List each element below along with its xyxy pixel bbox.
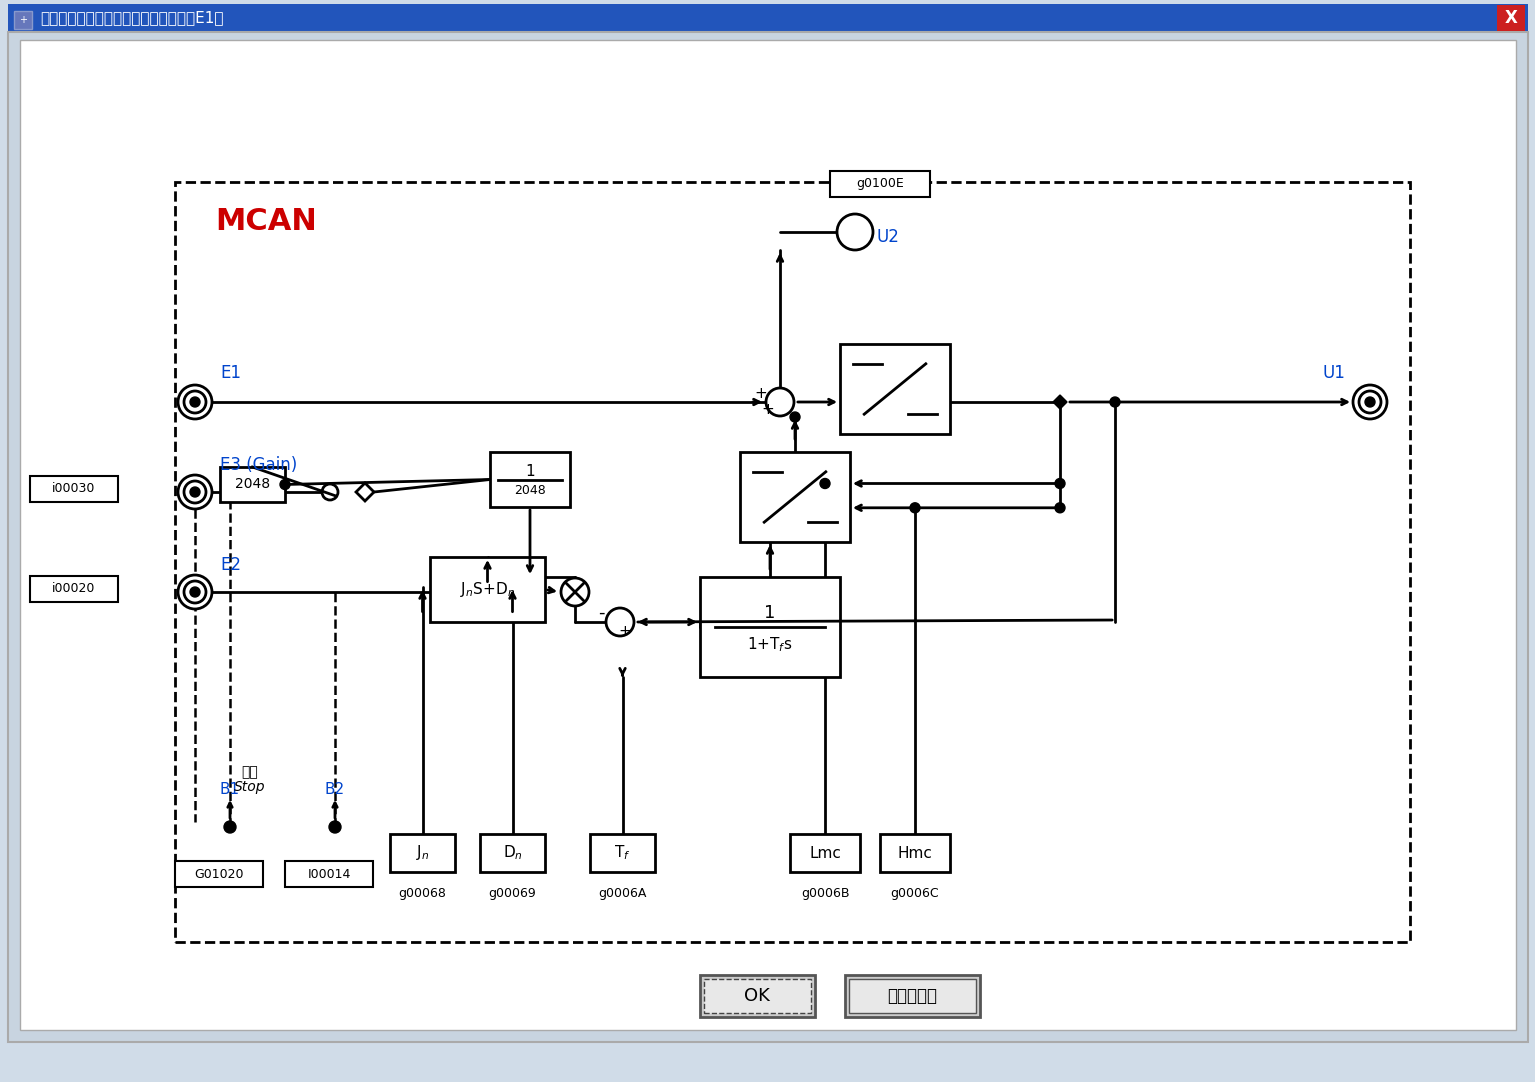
Circle shape bbox=[820, 478, 830, 488]
Text: E2: E2 bbox=[220, 556, 241, 573]
Text: E3 (Gain): E3 (Gain) bbox=[220, 456, 298, 474]
Text: U1: U1 bbox=[1322, 364, 1345, 382]
Text: D$_n$: D$_n$ bbox=[502, 844, 522, 862]
Text: g0006A: g0006A bbox=[599, 887, 646, 900]
Text: キャンセル: キャンセル bbox=[887, 987, 936, 1005]
Bar bbox=[480, 834, 545, 872]
Circle shape bbox=[184, 391, 206, 413]
Bar bbox=[175, 861, 262, 887]
Text: Lmc: Lmc bbox=[809, 845, 841, 860]
Polygon shape bbox=[1053, 395, 1067, 409]
Bar bbox=[705, 979, 810, 1013]
Circle shape bbox=[1055, 503, 1065, 513]
Text: J$_n$: J$_n$ bbox=[416, 844, 430, 862]
Text: X: X bbox=[1504, 9, 1518, 27]
Bar bbox=[490, 452, 569, 507]
Bar bbox=[791, 834, 860, 872]
Circle shape bbox=[178, 475, 212, 509]
Bar bbox=[1497, 5, 1524, 31]
Text: MCAN: MCAN bbox=[215, 208, 316, 237]
Circle shape bbox=[1055, 478, 1065, 488]
Text: モータ慣性キャンセレーション（入力E1）: モータ慣性キャンセレーション（入力E1） bbox=[40, 11, 224, 26]
Circle shape bbox=[322, 484, 338, 500]
Bar bbox=[390, 834, 454, 872]
Circle shape bbox=[184, 581, 206, 603]
Text: +: + bbox=[18, 15, 28, 25]
Bar bbox=[840, 344, 950, 434]
Circle shape bbox=[190, 397, 200, 407]
Circle shape bbox=[910, 503, 919, 513]
Text: B2: B2 bbox=[325, 781, 345, 796]
Text: +: + bbox=[761, 403, 774, 418]
Circle shape bbox=[190, 487, 200, 497]
Text: i00030: i00030 bbox=[52, 483, 95, 496]
Bar bbox=[830, 171, 930, 197]
Bar bbox=[880, 834, 950, 872]
Text: U2: U2 bbox=[876, 228, 900, 246]
Bar bbox=[430, 557, 545, 622]
Text: g0100E: g0100E bbox=[857, 177, 904, 190]
Text: g00068: g00068 bbox=[399, 887, 447, 900]
Circle shape bbox=[837, 214, 873, 250]
Circle shape bbox=[279, 479, 290, 489]
Circle shape bbox=[184, 481, 206, 503]
Circle shape bbox=[178, 575, 212, 609]
Text: g00069: g00069 bbox=[488, 887, 536, 900]
Text: E1: E1 bbox=[220, 364, 241, 382]
Bar bbox=[700, 577, 840, 677]
Text: 2048: 2048 bbox=[235, 477, 270, 491]
Text: 1: 1 bbox=[764, 604, 775, 622]
Text: i00020: i00020 bbox=[52, 582, 95, 595]
Text: +: + bbox=[755, 385, 768, 400]
Bar bbox=[740, 452, 850, 542]
Text: J$_n$S+D$_n$: J$_n$S+D$_n$ bbox=[460, 580, 516, 599]
Text: 2048: 2048 bbox=[514, 484, 546, 497]
Bar bbox=[14, 11, 32, 29]
Bar bbox=[589, 834, 655, 872]
Circle shape bbox=[1352, 385, 1388, 419]
Text: +: + bbox=[619, 624, 631, 639]
Text: G01020: G01020 bbox=[195, 868, 244, 881]
Bar bbox=[175, 182, 1411, 942]
Bar bbox=[286, 861, 373, 887]
Circle shape bbox=[224, 821, 236, 833]
Circle shape bbox=[1365, 397, 1375, 407]
Bar bbox=[8, 4, 1527, 32]
Circle shape bbox=[328, 821, 341, 833]
Text: 1+T$_f$s: 1+T$_f$s bbox=[748, 635, 792, 655]
Circle shape bbox=[766, 388, 794, 415]
Text: g0006C: g0006C bbox=[890, 887, 939, 900]
Circle shape bbox=[1358, 391, 1382, 413]
Text: Stop: Stop bbox=[235, 780, 266, 794]
Circle shape bbox=[791, 412, 800, 422]
Circle shape bbox=[606, 608, 634, 636]
Text: Hmc: Hmc bbox=[898, 845, 932, 860]
Bar bbox=[849, 979, 976, 1013]
Circle shape bbox=[560, 578, 589, 606]
Bar bbox=[844, 975, 979, 1017]
Bar bbox=[31, 476, 118, 502]
Bar bbox=[220, 467, 286, 502]
Circle shape bbox=[178, 385, 212, 419]
Text: T$_f$: T$_f$ bbox=[614, 844, 631, 862]
Text: 停止: 停止 bbox=[241, 765, 258, 779]
Bar bbox=[700, 975, 815, 1017]
Text: B1: B1 bbox=[220, 781, 239, 796]
Text: 1: 1 bbox=[525, 464, 534, 478]
Text: I00014: I00014 bbox=[307, 868, 350, 881]
Circle shape bbox=[1110, 397, 1121, 407]
Circle shape bbox=[190, 588, 200, 597]
Bar bbox=[31, 576, 118, 602]
Text: -: - bbox=[597, 604, 605, 622]
Text: OK: OK bbox=[744, 987, 771, 1005]
Text: g0006B: g0006B bbox=[801, 887, 849, 900]
